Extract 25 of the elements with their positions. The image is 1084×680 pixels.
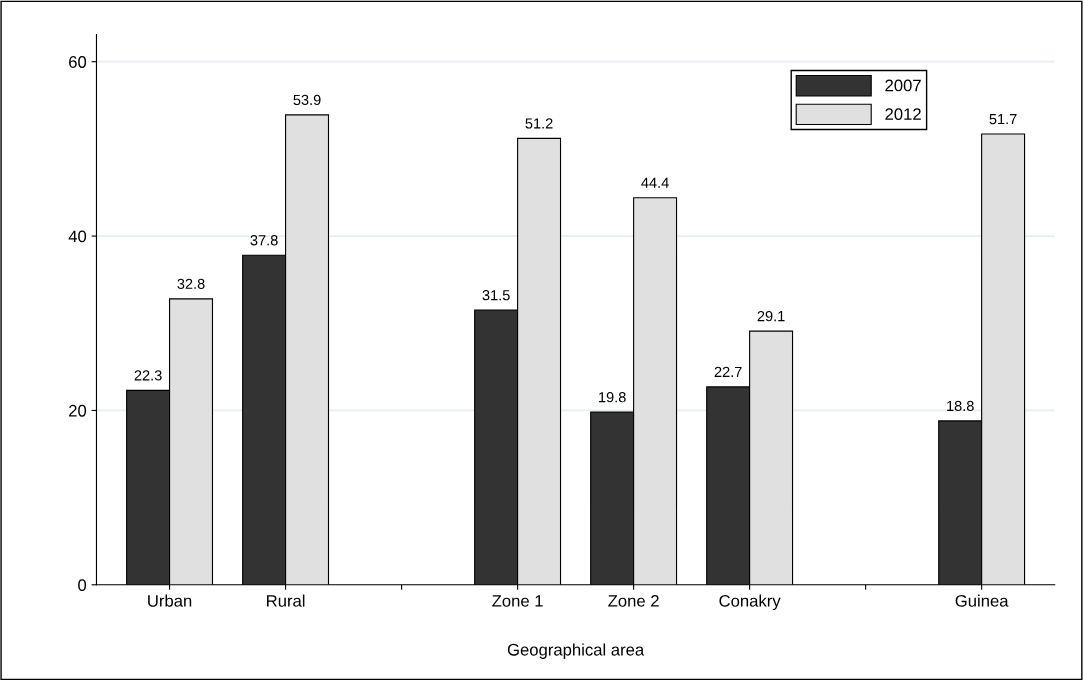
data-label: 22.7 [714, 366, 742, 377]
x-tick-label: Zone 1 [492, 595, 543, 607]
y-tick-label: 20 [69, 404, 87, 417]
x-tick-label: Rural [267, 594, 305, 607]
data-label: 31.5 [482, 290, 510, 301]
data-label: 22.3 [134, 370, 162, 381]
x-tick-label: Conakry [719, 594, 781, 611]
x-tick-label: Guinea [955, 594, 1009, 607]
data-label: 53.9 [293, 94, 321, 106]
legend-label: 2012 [885, 108, 921, 121]
data-label: 37.8 [250, 235, 278, 246]
y-tick-label: 60 [69, 56, 87, 68]
data-label: 32.8 [177, 278, 205, 290]
y-tick-label: 0 [78, 579, 87, 591]
x-axis-title: Geographical area [507, 643, 645, 659]
data-label: 44.4 [641, 177, 669, 188]
legend-label: 2007 [885, 79, 921, 92]
x-tick-label: Zone 2 [608, 594, 659, 607]
x-tick-label: Urban [148, 594, 192, 607]
data-label: 29.1 [757, 310, 785, 322]
data-label: 18.8 [947, 400, 974, 412]
y-tick-label: 40 [68, 230, 87, 243]
data-label: 19.8 [599, 392, 626, 403]
data-label: 51.7 [989, 114, 1017, 125]
data-label: 51.2 [525, 118, 553, 129]
